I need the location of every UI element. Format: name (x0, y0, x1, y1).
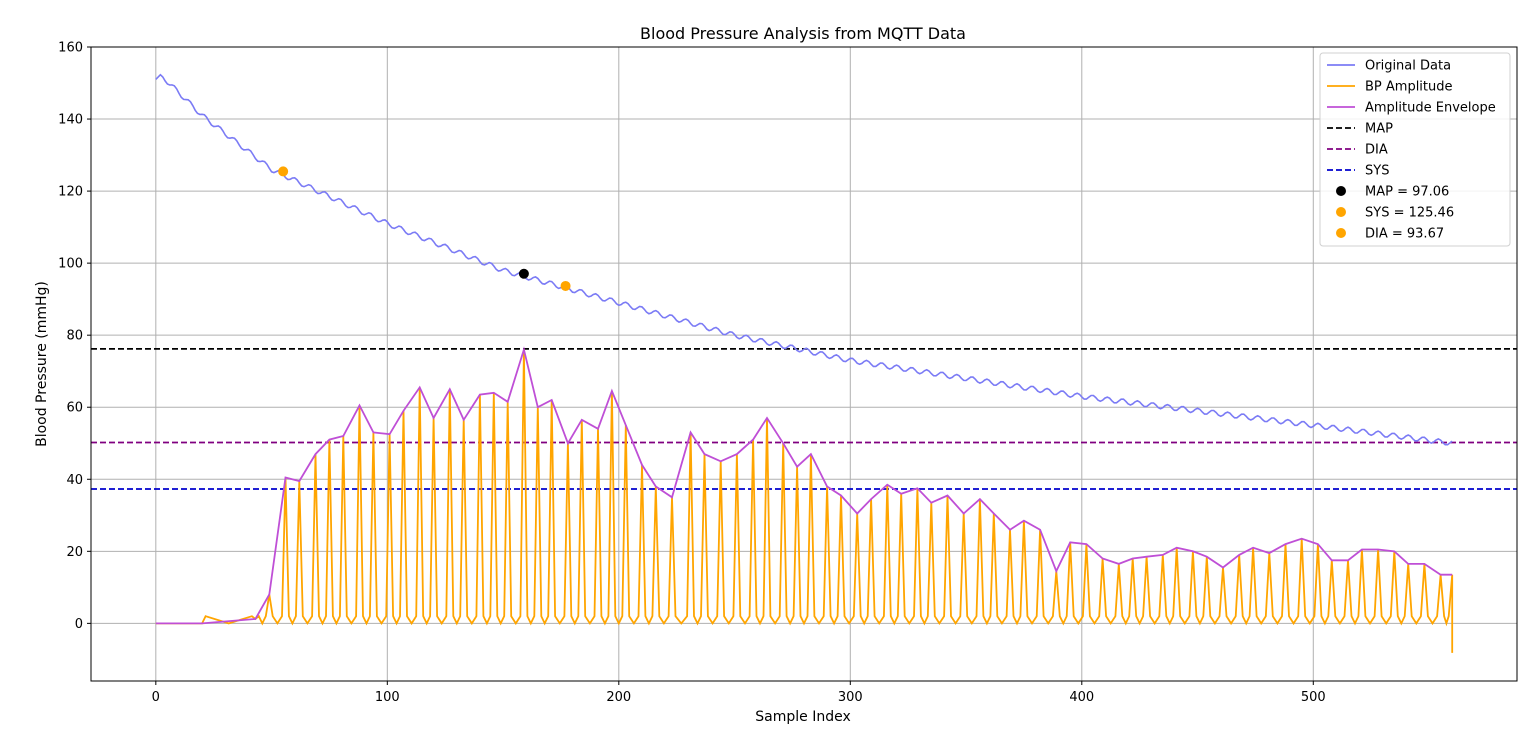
y-tick-label: 80 (66, 329, 83, 344)
map-point (519, 269, 529, 279)
sys-point (278, 166, 288, 176)
legend-label: MAP (1365, 122, 1393, 137)
y-tick-label: 60 (66, 401, 83, 416)
legend-label: SYS (1365, 164, 1389, 179)
legend-label: BP Amplitude (1365, 80, 1453, 95)
y-axis-label: Blood Pressure (mmHg) (34, 281, 50, 447)
legend-swatch-dot (1336, 186, 1346, 196)
legend: Original Data BP Amplitude Amplitude Envel… (1320, 53, 1510, 246)
legend-label: SYS = 125.46 (1365, 206, 1454, 221)
x-tick-label: 400 (1069, 690, 1094, 705)
legend-label: MAP = 97.06 (1365, 185, 1449, 200)
x-tick-label: 300 (838, 690, 863, 705)
y-tick-label: 20 (66, 545, 83, 560)
y-tick-label: 160 (58, 41, 83, 56)
x-tick-label: 100 (375, 690, 400, 705)
y-tick-label: 120 (58, 185, 83, 200)
x-tick-label: 200 (606, 690, 631, 705)
dia-point (561, 281, 571, 291)
legend-label: DIA = 93.67 (1365, 227, 1444, 242)
x-tick-label: 500 (1301, 690, 1326, 705)
legend-label: DIA (1365, 143, 1388, 158)
y-tick-label: 40 (66, 473, 83, 488)
legend-swatch-dot (1336, 207, 1346, 217)
x-axis-label: Sample Index (755, 709, 850, 725)
x-tick-label: 0 (152, 690, 160, 705)
y-tick-label: 100 (58, 257, 83, 272)
y-tick-label: 140 (58, 113, 83, 128)
y-tick-label: 0 (75, 617, 83, 632)
chart-title: Blood Pressure Analysis from MQTT Data (640, 24, 966, 43)
legend-swatch-dot (1336, 228, 1346, 238)
legend-label: Original Data (1365, 59, 1451, 74)
legend-label: Amplitude Envelope (1365, 101, 1496, 116)
